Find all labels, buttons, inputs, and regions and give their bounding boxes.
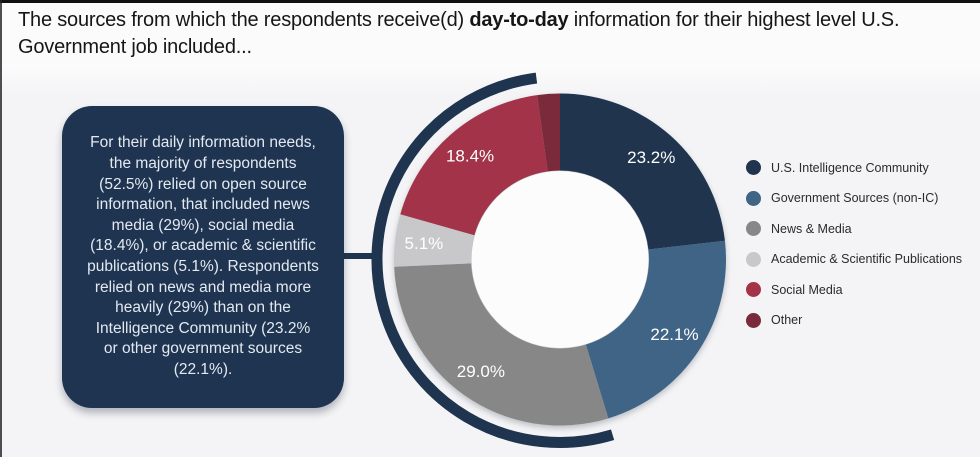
chart-legend: U.S. Intelligence Community Government So… bbox=[746, 160, 962, 343]
slice-label-news-media: 29.0% bbox=[457, 362, 505, 381]
legend-label: Social Media bbox=[771, 282, 843, 297]
pie-slice-other bbox=[537, 93, 560, 172]
donut-slices bbox=[393, 93, 726, 426]
pie-slice-social-media bbox=[400, 95, 548, 236]
pie-slice-u-s-intelligence-community bbox=[560, 93, 725, 250]
legend-swatch-other bbox=[746, 312, 761, 328]
legend-item-news-media: News & Media bbox=[746, 221, 962, 236]
top-border-line bbox=[0, 0, 980, 3]
legend-item-academic-scientific-publications: Academic & Scientific Publications bbox=[746, 251, 963, 267]
pie-slice-government-sources-non-ic bbox=[585, 240, 726, 419]
slice-label-u-s-intelligence-community: 23.2% bbox=[627, 148, 675, 167]
pie-slice-academic-scientific-publications bbox=[393, 214, 475, 267]
page-title-suffix: information for their highest level U.S.… bbox=[18, 9, 900, 58]
legend-item-government-sources-non-ic: Government Sources (non-IC) bbox=[746, 190, 962, 206]
legend-swatch-government-sources-non-ic bbox=[746, 190, 761, 206]
callout-box: For their daily information needs, the m… bbox=[62, 106, 344, 408]
pie-slice-news-media bbox=[394, 263, 609, 426]
legend-label: U.S. Intelligence Community bbox=[771, 160, 929, 175]
legend-label: Academic & Scientific Publications bbox=[771, 252, 963, 266]
legend-item-other: Other bbox=[746, 312, 962, 328]
legend-item-social-media: Social Media bbox=[746, 282, 962, 297]
left-border-line bbox=[0, 0, 2, 457]
donut-decorative-arc bbox=[371, 72, 615, 448]
legend-label: Government Sources (non-IC) bbox=[771, 191, 939, 205]
legend-swatch-academic-scientific-publications bbox=[746, 251, 761, 267]
page-title: The sources from which the respondents r… bbox=[18, 7, 970, 61]
legend-label: News & Media bbox=[771, 221, 852, 236]
callout-connector-line bbox=[340, 253, 382, 259]
slice-label-government-sources-non-ic: 22.1% bbox=[650, 325, 698, 344]
legend-swatch-u-s-intelligence-community bbox=[746, 160, 761, 175]
page-title-bold: day-to-day bbox=[469, 9, 569, 31]
legend-label: Other bbox=[771, 313, 803, 327]
legend-swatch-news-media bbox=[746, 221, 761, 236]
page-title-prefix: The sources from which the respondents r… bbox=[18, 9, 470, 31]
slice-label-social-media: 18.4% bbox=[446, 147, 494, 166]
slice-label-academic-scientific-publications: 5.1% bbox=[405, 234, 444, 253]
legend-swatch-social-media bbox=[746, 282, 761, 297]
donut-hole bbox=[471, 171, 649, 348]
legend-item-u-s-intelligence-community: U.S. Intelligence Community bbox=[746, 160, 962, 175]
callout-text: For their daily information needs, the m… bbox=[87, 134, 319, 379]
